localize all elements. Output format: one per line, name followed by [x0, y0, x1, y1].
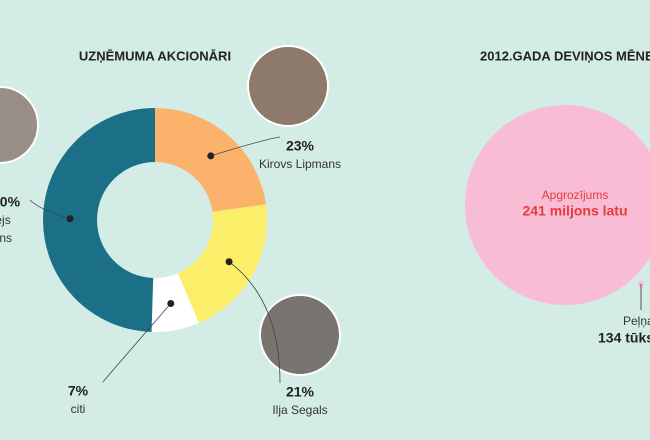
value-label: 7%: [68, 383, 89, 399]
turnover-label: Apgrozījums: [542, 188, 609, 202]
leader-line: [102, 303, 172, 383]
leader-line: [210, 136, 281, 157]
photo: [0, 86, 39, 164]
segment-name: Sergejs: [0, 213, 11, 227]
segment-name: rjins: [0, 231, 12, 245]
segment-name: Kirovs Lipmans: [259, 157, 341, 171]
photo: [247, 45, 329, 127]
leader-dot: [167, 300, 175, 308]
value-label: 23%: [286, 138, 315, 154]
value-label: 21%: [286, 384, 315, 400]
turnover-value: 241 miljons latu: [522, 203, 627, 219]
value-label: 50%: [0, 194, 21, 210]
donut-segment: [155, 108, 266, 212]
donut-segment: [151, 273, 200, 333]
chart-title: UZŅĒMUMA AKCIONĀRI: [79, 48, 231, 63]
segment-name: citi: [71, 402, 86, 416]
leader-line: [228, 261, 281, 384]
leader-dot: [207, 152, 215, 160]
profit-label: Peļņa: [623, 314, 650, 328]
photo: [259, 294, 341, 376]
donut-segment: [42, 108, 155, 332]
segment-name: Ilja Segals: [272, 403, 327, 417]
profit-value: 134 tūks: [598, 330, 650, 346]
donut-segment: [177, 204, 267, 323]
panel-title: 2012.GADA DEVIŅOS MĒNE: [480, 48, 650, 63]
leader-dot: [225, 258, 233, 266]
leader-dot: [66, 215, 74, 223]
turnover-circle: [465, 105, 650, 305]
leader-line: [29, 199, 71, 220]
